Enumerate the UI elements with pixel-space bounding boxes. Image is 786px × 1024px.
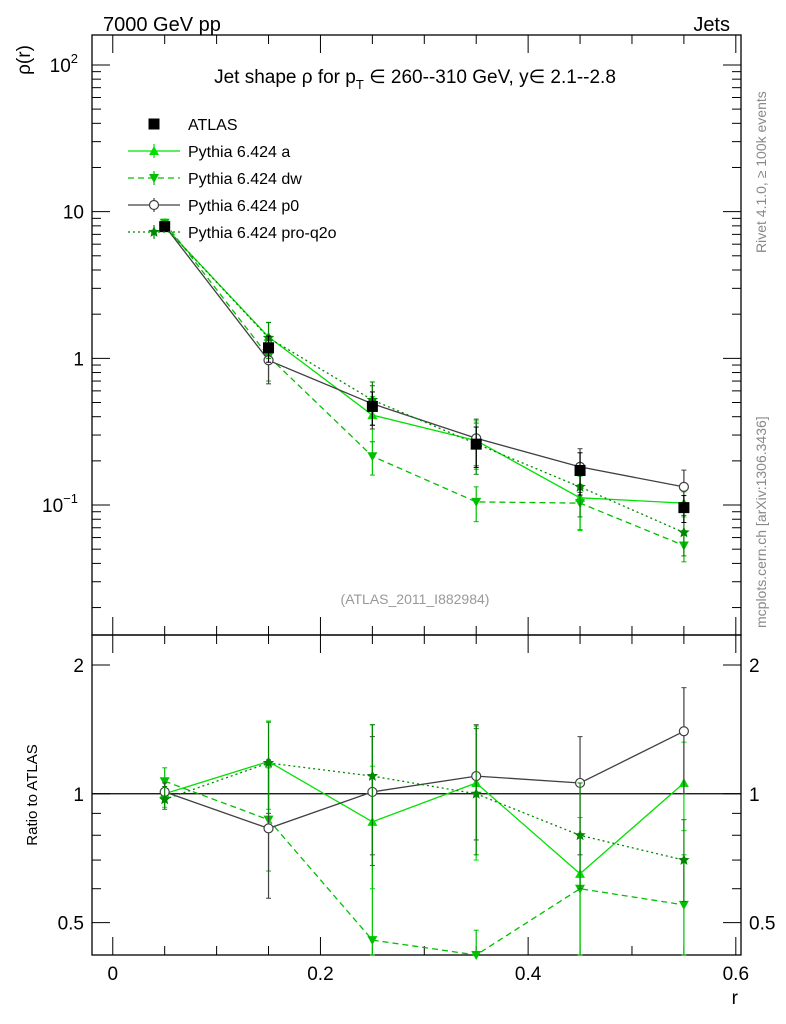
rivet-label: Rivet 4.1.0, ≥ 100k events: [753, 91, 769, 253]
marker-star: [678, 854, 690, 865]
marker-triangle-down: [159, 777, 170, 787]
legend-label: Pythia 6.424 a: [188, 144, 290, 161]
x-tick-label: 0.4: [515, 964, 542, 985]
marker-circle: [678, 726, 689, 737]
x-axis-label: r: [732, 988, 739, 1009]
ratio-ytick-label-right: 2: [749, 656, 760, 677]
legend-entry: Pythia 6.424 pro-q2o: [128, 225, 337, 242]
ratio-series-pythia-6-424-a: [159, 720, 689, 956]
ratio-ylabel: Ratio to ATLAS: [24, 744, 41, 845]
main-series-group: [159, 218, 690, 563]
legend: ATLAS Pythia 6.424 a Pythia 6.424 dw Pythia…: [128, 117, 337, 242]
marker-star: [470, 787, 482, 799]
legend-entry: ATLAS: [148, 117, 238, 134]
marker-triangle-down: [367, 452, 378, 462]
marker-square: [470, 438, 482, 450]
main-series-atlas: [159, 221, 690, 524]
mcplots-label: mcplots.cern.ch [arXiv:1306.3436]: [753, 416, 769, 628]
ratio-series-line: [164, 762, 685, 861]
main-ytick-label: 10: [63, 203, 84, 224]
series-line: [164, 226, 685, 534]
marker-star: [366, 770, 379, 781]
marker-square: [678, 502, 690, 514]
marker-triangle-down: [471, 951, 482, 960]
marker-star: [159, 793, 171, 805]
marker-triangle-down: [149, 174, 159, 183]
ratio-series-pythia-6-424-pro-q2o: [159, 721, 690, 903]
legend-entry: Pythia 6.424 a: [128, 144, 290, 161]
legend-label: Pythia 6.424 p0: [188, 198, 299, 215]
marker-star: [574, 829, 586, 841]
marker-star: [262, 757, 275, 768]
legend-entry: Pythia 6.424 p0: [128, 198, 299, 215]
ratio-series-pythia-6-424-p0: [159, 687, 689, 899]
x-tick-label: 0.2: [307, 964, 333, 985]
series-line: [164, 226, 684, 504]
ratio-ytick-label: 1: [73, 785, 84, 806]
x-tick-label: 0.6: [723, 964, 749, 985]
marker-square: [263, 342, 275, 354]
ratio-panel-frame: [91, 634, 742, 956]
series-line: [164, 225, 685, 488]
series-line: [164, 222, 685, 547]
ratio-series-line: [164, 730, 685, 830]
marker-circle: [263, 823, 274, 834]
ratio-ytick-label: 0.5: [58, 914, 84, 935]
header-right: Jets: [693, 14, 730, 36]
marker-triangle-down: [678, 900, 689, 910]
marker-square: [159, 221, 171, 233]
ratio-ytick-label-right: 1: [749, 785, 760, 806]
main-ylabel: ρ(r): [14, 45, 35, 75]
analysis-watermark: (ATLAS_2011_I882984): [341, 591, 490, 607]
ratio-series-pythia-6-424-dw: [159, 724, 689, 960]
main-ytick-label: 102: [50, 51, 78, 77]
marker-circle: [148, 199, 160, 211]
ratio-axes: 2 2 1 1 0.5 0.5 0 0.2 0.4 0.6: [58, 635, 775, 985]
marker-square: [148, 118, 160, 130]
ratio-ytick-label: 2: [73, 656, 84, 677]
marker-square: [574, 464, 586, 476]
marker-triangle-up: [149, 146, 159, 155]
marker-triangle-down: [471, 497, 482, 507]
main-ytick-label: 1: [73, 349, 84, 370]
marker-star: [678, 526, 690, 538]
main-series-pythia-6-424-pro-q2o: [159, 220, 690, 557]
ratio-series-line: [164, 760, 685, 875]
header-left: 7000 GeV pp: [103, 14, 221, 36]
main-series-pythia-6-424-dw: [159, 218, 689, 563]
marker-star: [148, 226, 160, 237]
legend-label: ATLAS: [188, 117, 238, 134]
marker-circle: [678, 481, 689, 492]
main-series-pythia-6-424-a: [159, 221, 689, 532]
main-ytick-label: 10−1: [42, 491, 78, 517]
main-series-pythia-6-424-p0: [159, 220, 689, 511]
ratio-series-line: [164, 780, 685, 956]
marker-square: [366, 400, 378, 412]
main-axes: 102 10 1 10−1: [42, 35, 741, 635]
ratio-ytick-label-right: 0.5: [749, 914, 775, 935]
legend-entry: Pythia 6.424 dw: [128, 171, 302, 188]
ratio-series-group: [159, 687, 690, 960]
marker-triangle-down: [367, 936, 378, 946]
legend-label: Pythia 6.424 dw: [188, 171, 302, 188]
x-tick-label: 0: [107, 964, 118, 985]
main-title: Jet shape ρ for pT ∈ 260--310 GeV, y∈ 2.…: [214, 67, 616, 92]
legend-label: Pythia 6.424 pro-q2o: [188, 225, 337, 242]
